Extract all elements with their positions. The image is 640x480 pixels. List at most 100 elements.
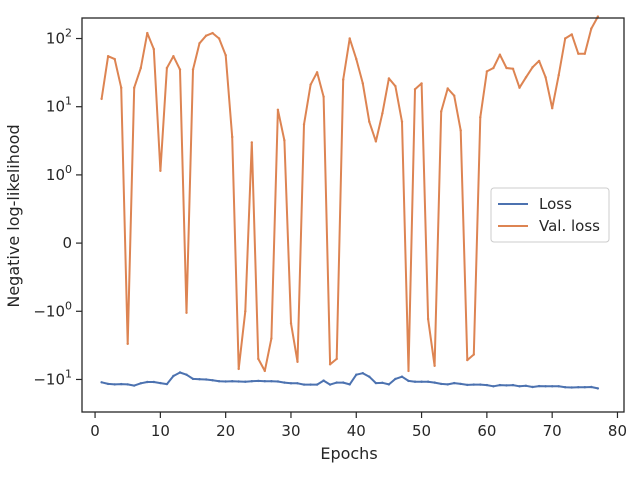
data-point xyxy=(511,67,515,71)
data-point xyxy=(309,83,312,86)
data-point xyxy=(524,384,528,387)
data-point xyxy=(159,381,162,385)
data-point xyxy=(289,322,293,325)
data-point xyxy=(472,353,475,356)
data-point xyxy=(224,380,227,383)
data-point xyxy=(244,380,247,383)
data-point xyxy=(296,360,299,363)
x-axis-ticks: 0 10 20 30 40 50 60 70 80 xyxy=(90,412,627,440)
data-point xyxy=(172,55,175,58)
data-point xyxy=(524,76,528,79)
data-point xyxy=(557,74,560,77)
data-point xyxy=(479,116,482,119)
data-point xyxy=(139,382,142,385)
data-point xyxy=(113,383,116,386)
legend: Loss Val. loss xyxy=(490,187,610,243)
data-point xyxy=(113,57,116,61)
data-point xyxy=(551,107,554,110)
data-point xyxy=(485,70,489,73)
data-point xyxy=(400,375,404,378)
data-point xyxy=(335,357,338,361)
data-point xyxy=(518,86,521,89)
data-point xyxy=(191,377,195,381)
data-point xyxy=(355,373,358,376)
data-point xyxy=(570,33,573,36)
data-point xyxy=(531,66,534,69)
data-point xyxy=(100,381,103,384)
x-tick-label: 0 xyxy=(90,422,100,440)
data-point xyxy=(531,385,534,389)
data-point xyxy=(270,337,273,340)
data-point xyxy=(204,378,208,381)
data-point xyxy=(394,377,397,381)
x-tick-label: 40 xyxy=(347,422,366,440)
data-point xyxy=(198,42,201,45)
data-point xyxy=(146,31,149,35)
data-point xyxy=(126,342,129,345)
x-tick-label: 10 xyxy=(151,422,170,440)
data-point xyxy=(198,378,201,381)
y-tick-label: 102 xyxy=(46,27,72,48)
y-tick-label: 100 xyxy=(46,163,72,184)
data-point xyxy=(544,385,547,388)
data-point xyxy=(126,383,129,386)
data-point xyxy=(485,383,489,387)
data-point xyxy=(368,120,371,124)
y-axis-ticks: 102 101 100 0 −100 −101 xyxy=(33,27,82,388)
data-point xyxy=(335,381,338,384)
x-tick-label: 20 xyxy=(216,422,235,440)
data-point xyxy=(178,371,182,374)
data-point xyxy=(146,380,149,384)
data-point xyxy=(178,68,182,71)
data-point xyxy=(394,85,397,88)
x-tick-label: 70 xyxy=(543,422,562,440)
data-point xyxy=(387,383,391,386)
data-point xyxy=(296,382,299,385)
data-point xyxy=(152,47,155,51)
data-point xyxy=(551,385,554,388)
data-point xyxy=(355,57,358,61)
data-point xyxy=(348,383,351,386)
data-point xyxy=(106,382,110,386)
data-point xyxy=(505,384,508,387)
data-point xyxy=(322,379,325,382)
data-point xyxy=(564,386,567,389)
data-point xyxy=(381,381,384,384)
data-point xyxy=(577,386,580,389)
data-point xyxy=(322,95,325,99)
data-point xyxy=(342,381,345,384)
data-point xyxy=(250,380,253,383)
data-point xyxy=(342,78,345,81)
data-point xyxy=(120,86,123,89)
y-tick-label: −101 xyxy=(33,367,72,388)
data-point xyxy=(309,383,312,386)
data-point xyxy=(413,380,417,383)
data-point xyxy=(596,15,600,18)
data-point xyxy=(446,383,449,386)
y-tick-label: 0 xyxy=(62,234,72,252)
data-point xyxy=(368,375,371,378)
data-point xyxy=(211,379,214,382)
data-point xyxy=(276,380,280,383)
data-point xyxy=(433,364,436,367)
data-point xyxy=(387,77,391,80)
data-point xyxy=(564,37,567,40)
data-point xyxy=(211,31,214,35)
data-point xyxy=(420,82,423,85)
data-point xyxy=(185,373,188,376)
data-point xyxy=(426,380,430,383)
data-point xyxy=(440,110,443,113)
data-point xyxy=(165,66,169,70)
data-point xyxy=(257,357,260,361)
data-point xyxy=(283,381,286,384)
data-point xyxy=(120,382,123,386)
data-point xyxy=(159,169,162,172)
data-point xyxy=(204,34,208,37)
data-point xyxy=(328,383,332,386)
x-tick-label: 50 xyxy=(412,422,431,440)
data-point xyxy=(505,66,508,70)
data-point xyxy=(250,141,253,144)
legend-label-loss: Loss xyxy=(539,195,572,213)
data-point xyxy=(100,97,103,101)
